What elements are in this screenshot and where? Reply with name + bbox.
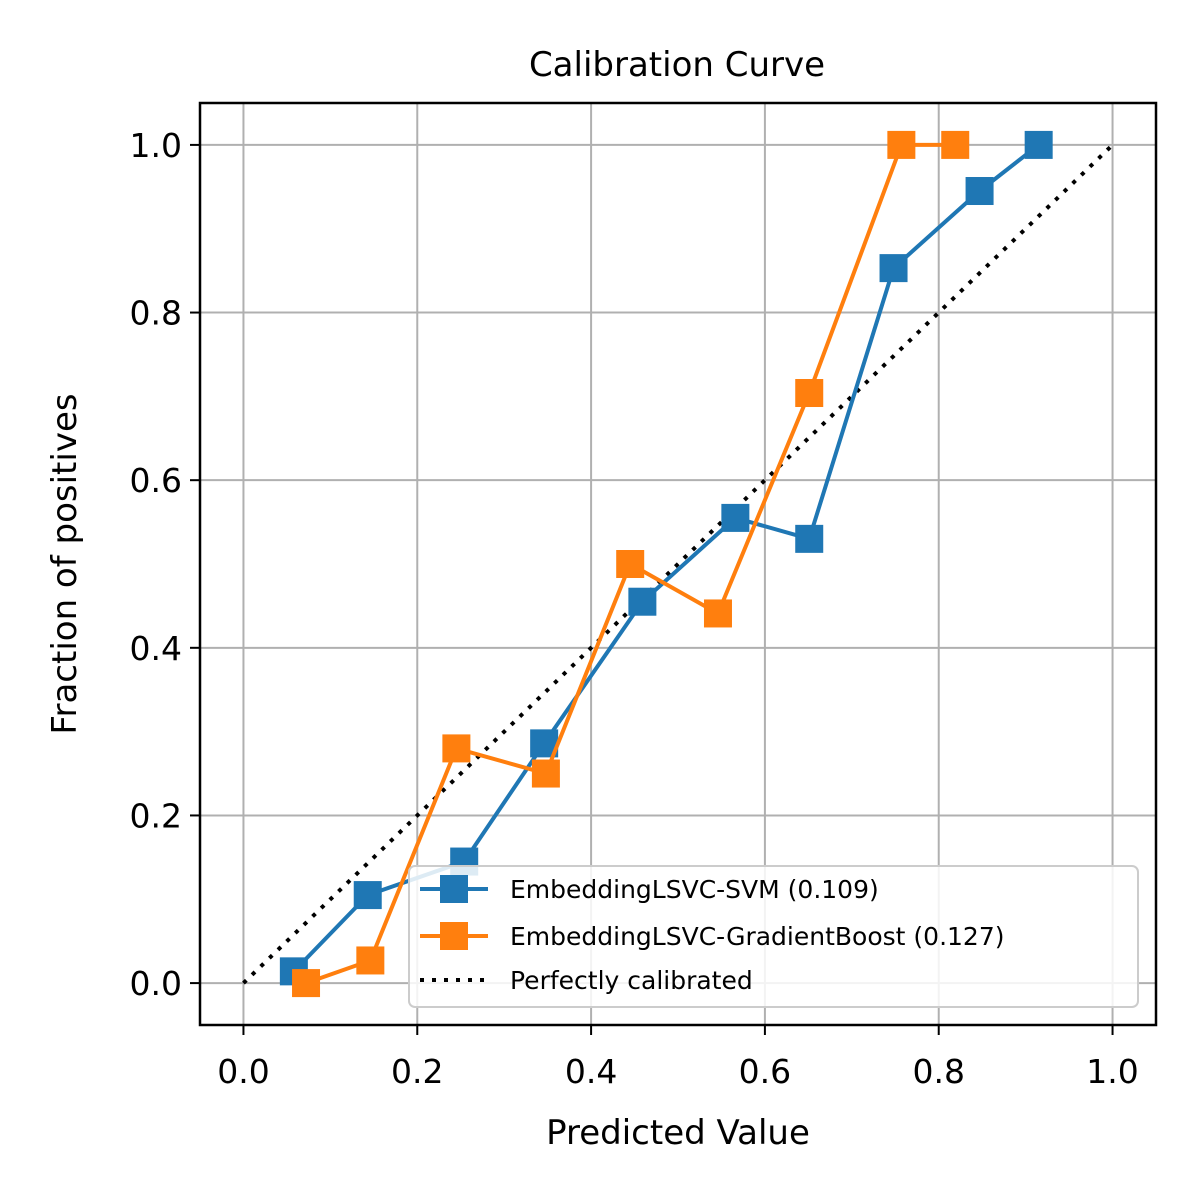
x-tick-label: 0.6 bbox=[739, 1052, 791, 1091]
legend-swatch-marker-gradientboost bbox=[440, 922, 468, 950]
data-point-svm bbox=[965, 177, 994, 206]
y-tick-label: 0.2 bbox=[130, 796, 182, 835]
legend-label-perfectly-calibrated: Perfectly calibrated bbox=[510, 966, 753, 995]
x-tick-label: 0.8 bbox=[912, 1052, 964, 1091]
y-tick-label: 1.0 bbox=[130, 126, 182, 165]
y-tick-label: 0.8 bbox=[130, 294, 182, 333]
data-point-gradientboost bbox=[703, 599, 732, 628]
data-point-gradientboost bbox=[292, 969, 321, 998]
legend-label-gradientboost: EmbeddingLSVC-GradientBoost (0.127) bbox=[510, 922, 1005, 951]
data-point-gradientboost bbox=[442, 734, 471, 763]
x-axis-label: Predicted Value bbox=[546, 1113, 810, 1153]
x-tick-label: 0.0 bbox=[217, 1052, 269, 1091]
grid bbox=[200, 103, 1156, 1025]
legend-box bbox=[408, 865, 1139, 1008]
chart-title: Calibration Curve bbox=[529, 45, 825, 85]
y-axis-label: Fraction of positives bbox=[45, 393, 85, 734]
legend: EmbeddingLSVC-SVM (0.109) EmbeddingLSVC-G… bbox=[408, 865, 1139, 1008]
x-tick-label: 1.0 bbox=[1086, 1052, 1138, 1091]
y-tick-label: 0.0 bbox=[130, 964, 182, 1003]
data-point-gradientboost bbox=[616, 550, 645, 578]
legend-label-svm: EmbeddingLSVC-SVM (0.109) bbox=[510, 875, 879, 904]
y-tick-label: 0.4 bbox=[130, 629, 182, 668]
data-point-gradientboost bbox=[887, 130, 916, 159]
series-line-perfectly-calibrated bbox=[242, 143, 1114, 985]
x-tick-label: 0.2 bbox=[391, 1052, 443, 1091]
data-point-svm bbox=[721, 503, 750, 532]
data-point-gradientboost bbox=[356, 946, 385, 975]
data-point-gradientboost bbox=[795, 379, 824, 408]
data-point-svm bbox=[795, 524, 824, 553]
y-tick-label: 0.6 bbox=[130, 461, 182, 500]
legend-swatch-marker-svm bbox=[440, 875, 468, 903]
x-tick-label: 0.4 bbox=[565, 1052, 617, 1091]
axis-ticks: 0.0 0.2 0.4 0.6 0.8 1.0 0.0 0.2 0.4 0.6 0.8 1.0 bbox=[130, 126, 1139, 1091]
data-point-svm bbox=[628, 587, 657, 616]
data-point-svm bbox=[1024, 130, 1053, 159]
data-point-gradientboost bbox=[531, 759, 560, 788]
plot-frame bbox=[198, 101, 1158, 1027]
data-point-gradientboost bbox=[941, 130, 970, 159]
data-point-svm bbox=[879, 254, 908, 283]
data-point-svm bbox=[353, 881, 382, 910]
